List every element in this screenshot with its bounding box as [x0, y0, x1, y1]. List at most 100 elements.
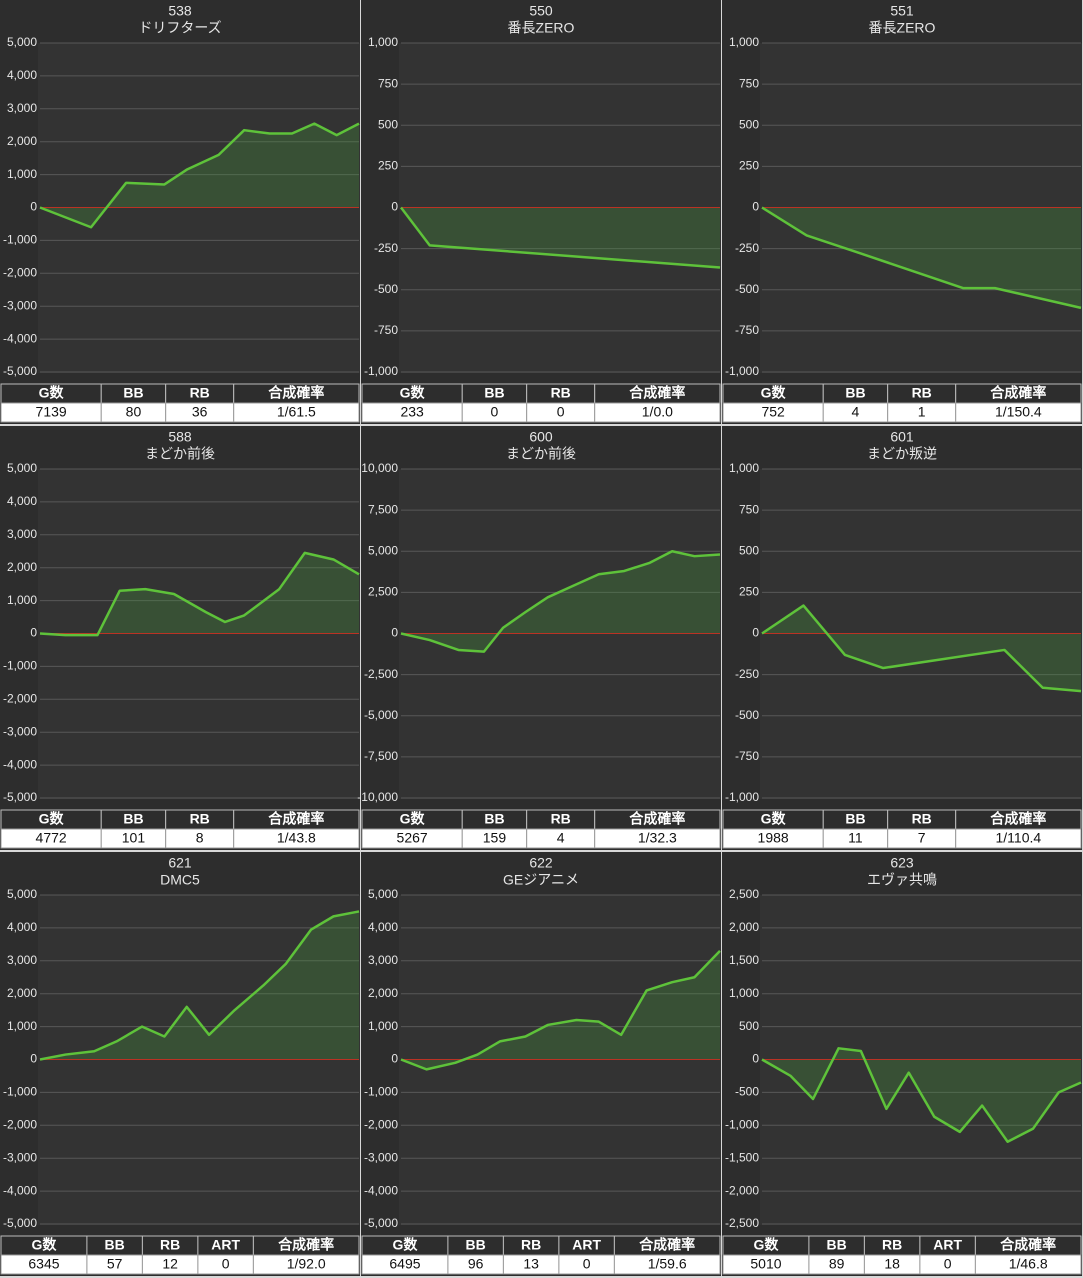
table-header: 合成確率 — [990, 385, 1046, 401]
y-tick-label: 0 — [30, 1052, 37, 1066]
y-tick-label: -2,000 — [3, 691, 37, 705]
area — [762, 207, 1081, 308]
y-tick-label: 2,000 — [729, 920, 759, 934]
y-tick-label: 3,000 — [7, 101, 37, 115]
table-header: RB — [190, 385, 210, 401]
y-tick-label: 750 — [739, 76, 759, 90]
table-value: 18 — [884, 1256, 900, 1272]
area — [762, 1048, 1081, 1142]
chart-subtitle: まどか叛逆 — [867, 446, 937, 462]
y-tick-label: 250 — [739, 585, 759, 599]
y-tick-label: 2,500 — [368, 585, 398, 599]
table-value: 7139 — [36, 404, 67, 420]
y-tick-label: -5,000 — [364, 708, 398, 722]
table-header: RB — [160, 1237, 180, 1253]
table-cell — [594, 402, 721, 423]
y-tick-label: -4,000 — [3, 331, 37, 345]
table-value: 159 — [483, 830, 507, 846]
y-tick-label: 0 — [391, 626, 398, 640]
table-header: BB — [105, 1237, 125, 1253]
table-header: RB — [551, 811, 571, 827]
table-value: 6495 — [389, 1256, 420, 1272]
table-cell — [974, 1254, 1082, 1275]
table-value: 1/61.5 — [277, 404, 316, 420]
y-tick-label: 1,000 — [729, 35, 759, 49]
line — [761, 604, 1082, 693]
y-tick-label: -250 — [735, 241, 759, 255]
y-tick-label: 750 — [739, 502, 759, 516]
y-tick-label: -750 — [735, 749, 759, 763]
table-value: 57 — [107, 1256, 123, 1272]
table-header: BB — [845, 811, 865, 827]
y-tick-label: -2,500 — [364, 667, 398, 681]
table-header: ART — [933, 1237, 962, 1253]
y-tick-label: 500 — [739, 1019, 759, 1033]
chart-title: 550 — [529, 3, 553, 19]
table-value: 1/46.8 — [1009, 1256, 1048, 1272]
table-cell — [613, 1254, 721, 1275]
table-value: 4 — [557, 830, 565, 846]
area — [401, 207, 720, 268]
table-cell — [955, 402, 1082, 423]
area — [40, 123, 359, 228]
y-tick-label: 500 — [739, 117, 759, 131]
table-header: BB — [484, 385, 504, 401]
y-tick-label: -250 — [374, 241, 398, 255]
y-tick-label: -500 — [735, 282, 759, 296]
y-tick-label: 1,000 — [7, 593, 37, 607]
table-header: BB — [827, 1237, 847, 1253]
y-tick-label: -500 — [735, 708, 759, 722]
chart-title: 601 — [890, 429, 914, 445]
table-header: ART — [572, 1237, 601, 1253]
y-tick-label: -3,000 — [3, 298, 37, 312]
y-tick-label: 2,500 — [729, 887, 759, 901]
y-tick-label: -1,000 — [3, 1085, 37, 1099]
table-header: BB — [123, 811, 143, 827]
table-header: 合成確率 — [639, 1237, 695, 1253]
y-tick-label: 1,000 — [368, 35, 398, 49]
table-value: 0 — [222, 1256, 230, 1272]
table-value: 1/92.0 — [287, 1256, 326, 1272]
y-tick-label: 5,000 — [7, 35, 37, 49]
line — [400, 550, 721, 653]
table-value: 0 — [583, 1256, 591, 1272]
line — [761, 1047, 1082, 1143]
y-tick-label: -7,500 — [364, 749, 398, 763]
table-value: 1/59.6 — [648, 1256, 687, 1272]
y-tick-label: -250 — [735, 667, 759, 681]
table-value: 1/43.8 — [277, 830, 316, 846]
table-header: G数 — [39, 811, 65, 827]
y-tick-label: 5,000 — [368, 543, 398, 557]
y-tick-label: -10,000 — [357, 790, 398, 804]
y-tick-label: 3,000 — [7, 527, 37, 541]
table-value: 7 — [918, 830, 926, 846]
y-tick-label: 7,500 — [368, 502, 398, 516]
table-header: G数 — [393, 1237, 419, 1253]
table-header: 合成確率 — [1000, 1237, 1056, 1253]
table-header: RB — [882, 1237, 902, 1253]
y-tick-label: -5,000 — [3, 364, 37, 378]
chart-subtitle: 番長ZERO — [508, 20, 575, 36]
table-value: 80 — [126, 404, 142, 420]
table-header: 合成確率 — [268, 811, 324, 827]
y-tick-label: -5,000 — [3, 790, 37, 804]
chart-subtitle: GEジアニメ — [503, 872, 579, 888]
table-header: 合成確率 — [990, 811, 1046, 827]
y-tick-label: 4,000 — [368, 920, 398, 934]
chart-subtitle: まどか前後 — [145, 446, 215, 462]
y-tick-label: 4,000 — [7, 494, 37, 508]
table-header: G数 — [39, 385, 65, 401]
y-tick-label: 4,000 — [7, 68, 37, 82]
y-tick-label: -500 — [374, 282, 398, 296]
table-header: 合成確率 — [629, 811, 685, 827]
table-header: 合成確率 — [278, 1237, 334, 1253]
table-cell — [252, 1254, 360, 1275]
table-value: 1/32.3 — [638, 830, 677, 846]
y-tick-label: 2,000 — [7, 986, 37, 1000]
chart-title: 621 — [168, 855, 192, 871]
y-tick-label: -5,000 — [364, 1216, 398, 1230]
y-tick-label: -5,000 — [3, 1216, 37, 1230]
y-tick-label: 500 — [378, 117, 398, 131]
